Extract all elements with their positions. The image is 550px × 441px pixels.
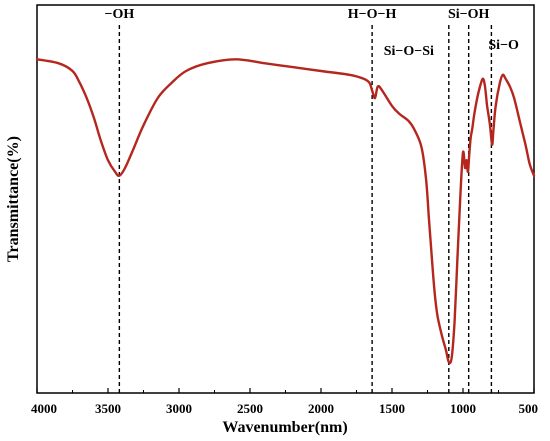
x-tick-label-1500: 1500 [379, 401, 405, 416]
series-line [35, 58, 536, 365]
annotation-label-2: Si−O−Si [384, 44, 434, 59]
annotation-label-3: Si−OH [448, 7, 490, 22]
annotations: −OH H−O−H Si−O−Si Si−OH Si−O [104, 7, 519, 393]
y-axis-title: Transmittance(%) [5, 136, 22, 262]
x-tick-label-4000: 4000 [31, 401, 57, 416]
x-tick-label-2000: 2000 [308, 401, 334, 416]
x-tick-label-2500: 2500 [237, 401, 263, 416]
x-tick-label-3000: 3000 [166, 401, 192, 416]
x-axis: 4000 3500 3000 2500 2000 1500 1000 500 [31, 388, 538, 416]
x-axis-title: Wavenumber(nm) [222, 419, 347, 436]
annotation-label-1: H−O−H [348, 7, 397, 22]
x-tick-label-1000: 1000 [450, 401, 476, 416]
x-tick-label-500: 500 [519, 401, 539, 416]
annotation-label-0: −OH [104, 7, 134, 22]
x-tick-label-3500: 3500 [95, 401, 121, 416]
annotation-label-4: Si−O [488, 38, 519, 53]
